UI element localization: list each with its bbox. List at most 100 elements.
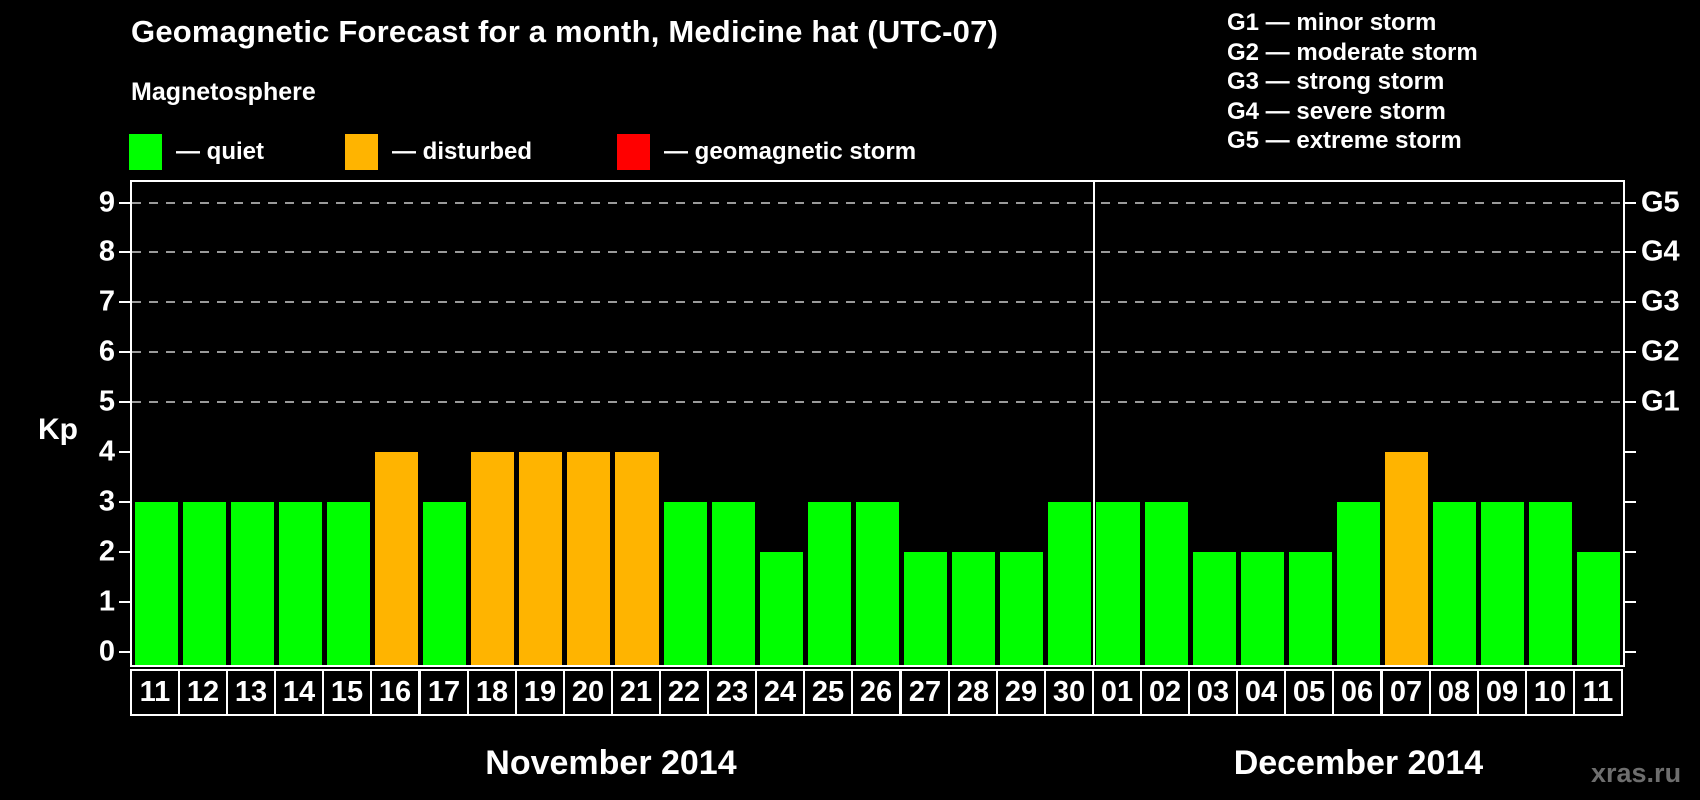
kp-bar-26: [855, 502, 900, 665]
g-scale-legend: G1 — minor storm G2 — moderate storm G3 …: [1227, 8, 1478, 156]
kp-bar-22: [663, 502, 707, 665]
gridline-kp7: [132, 301, 1623, 304]
day-label-box: 01: [1092, 669, 1142, 716]
kp-bar-18: [471, 452, 515, 665]
day-label-box: 07: [1381, 669, 1431, 716]
y-tick-right: [1625, 551, 1636, 554]
kp-bar-30: [1048, 502, 1092, 665]
plot-area: [130, 180, 1625, 667]
y-tick-label: 4: [98, 435, 115, 468]
day-label-box: 23: [707, 669, 757, 716]
y-tick-right: [1625, 351, 1636, 354]
y-tick-label: 0: [98, 635, 115, 668]
day-label-box: 19: [515, 669, 565, 716]
day-label-box: 24: [755, 669, 805, 716]
kp-bar-24: [759, 552, 803, 665]
g-axis-label-G4: G4: [1641, 235, 1680, 268]
kp-bar-11: [1577, 552, 1621, 665]
gridline-kp5: [132, 401, 1623, 404]
g-scale-legend-line: G1 — minor storm: [1227, 9, 1437, 36]
g-axis-label-G3: G3: [1641, 285, 1680, 318]
day-label-box: 11: [1573, 669, 1623, 716]
day-label-box: 27: [900, 669, 950, 716]
month-label-november: November 2014: [485, 744, 737, 782]
y-tick-right: [1625, 201, 1636, 204]
g-scale-legend-line: G5 — extreme storm: [1227, 127, 1462, 155]
day-label-box: 30: [1044, 669, 1094, 716]
kp-bar-12: [182, 502, 226, 665]
kp-bar-17: [423, 502, 467, 665]
kp-bar-19: [519, 452, 563, 665]
watermark: xras.ru: [1591, 758, 1682, 788]
y-tick-left: [119, 251, 130, 254]
day-label-box: 08: [1429, 669, 1479, 716]
y-tick-right: [1625, 251, 1636, 254]
magnetosphere-legend-title: Magnetosphere: [131, 78, 316, 106]
day-label-box: 10: [1525, 669, 1575, 716]
g-axis-label-G2: G2: [1641, 335, 1680, 368]
y-tick-right: [1625, 301, 1636, 304]
g-axis-label-G1: G1: [1641, 385, 1680, 418]
day-label-box: 22: [659, 669, 709, 716]
y-tick-label: 3: [98, 485, 115, 518]
kp-bar-15: [326, 502, 370, 665]
y-tick-left: [119, 651, 130, 653]
y-tick-label: 2: [98, 535, 115, 568]
kp-bar-07: [1385, 452, 1429, 665]
day-label-box: 26: [851, 669, 901, 716]
kp-bar-08: [1433, 502, 1477, 665]
day-label-box: 17: [419, 669, 469, 716]
day-label-box: 28: [948, 669, 998, 716]
y-tick-label: 5: [98, 385, 115, 418]
y-tick-right: [1625, 651, 1636, 653]
kp-bar-27: [904, 552, 948, 665]
day-label-box: 14: [274, 669, 324, 716]
gridline-kp8: [132, 251, 1623, 254]
day-label-box: 13: [226, 669, 276, 716]
day-label-box: 11: [130, 669, 180, 716]
day-label-box: 15: [322, 669, 372, 716]
kp-bar-04: [1240, 552, 1284, 665]
day-label-box: 18: [467, 669, 517, 716]
y-tick-label: 1: [98, 585, 115, 618]
day-label-box: 09: [1477, 669, 1527, 716]
g-scale-legend-line: G4 — severe storm: [1227, 97, 1446, 125]
y-axis-label: Kp: [38, 413, 78, 446]
kp-bar-14: [278, 502, 322, 665]
legend-label-disturbed: — disturbed: [392, 138, 533, 165]
kp-bar-10: [1529, 502, 1573, 665]
kp-bar-28: [952, 552, 996, 665]
kp-bar-13: [230, 502, 274, 665]
day-label-box: 04: [1236, 669, 1286, 716]
kp-bar-02: [1144, 502, 1188, 665]
y-tick-left: [119, 301, 130, 304]
gridline-kp6: [132, 351, 1623, 354]
y-tick-left: [119, 501, 130, 504]
storm-color-swatch: [617, 134, 650, 170]
kp-bar-29: [1000, 552, 1044, 665]
y-tick-right: [1625, 501, 1636, 504]
y-tick-left: [119, 351, 130, 354]
legend-item-quiet: — quiet: [129, 133, 264, 171]
kp-bar-03: [1192, 552, 1236, 665]
day-label-box: 16: [370, 669, 420, 716]
day-label-box: 21: [611, 669, 661, 716]
kp-bar-06: [1336, 502, 1380, 665]
month-label-december: December 2014: [1233, 744, 1484, 782]
y-tick-right: [1625, 601, 1636, 604]
kp-bar-05: [1288, 552, 1332, 665]
kp-bar-23: [711, 502, 755, 665]
gridline-kp9: [132, 201, 1623, 204]
y-tick-left: [119, 601, 130, 604]
day-label-box: 03: [1188, 669, 1238, 716]
y-tick-label: 9: [98, 186, 115, 219]
kp-bar-11: [134, 502, 178, 665]
kp-bar-16: [374, 452, 419, 665]
day-label-box: 02: [1140, 669, 1190, 716]
quiet-color-swatch: [129, 134, 162, 170]
g-scale-legend-line: G3 — strong storm: [1227, 68, 1445, 96]
kp-bar-09: [1481, 502, 1525, 665]
y-tick-right: [1625, 451, 1636, 454]
legend-label-storm: — geomagnetic storm: [664, 138, 917, 165]
